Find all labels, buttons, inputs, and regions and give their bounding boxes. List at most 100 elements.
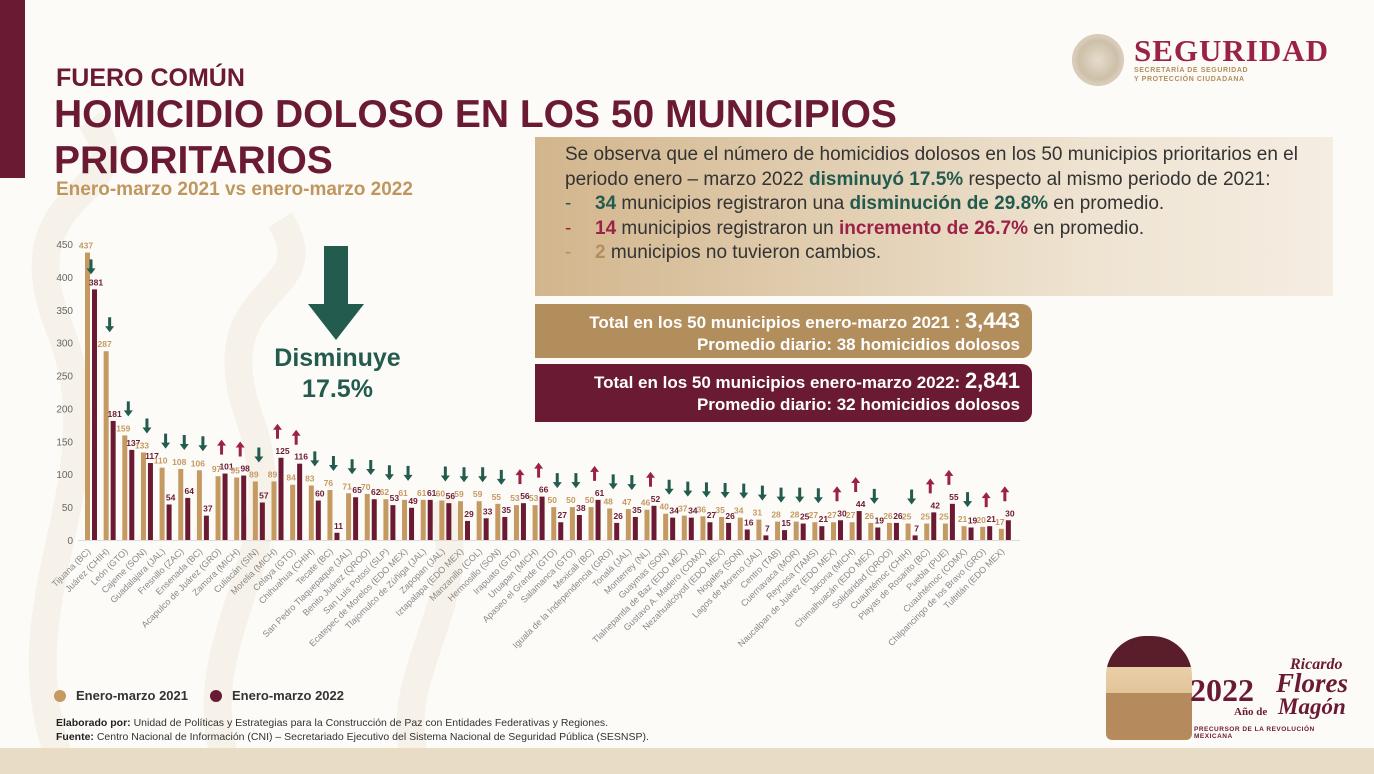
value-label-2022: 26 bbox=[893, 511, 903, 521]
down-arrow-icon bbox=[123, 401, 133, 417]
bar-2021 bbox=[868, 522, 874, 540]
down-arrow-icon bbox=[701, 482, 711, 498]
value-label-2021: 83 bbox=[305, 473, 315, 483]
bar-2021 bbox=[607, 508, 613, 540]
total-2021-box: Total en los 50 municipios enero-marzo 2… bbox=[535, 304, 1032, 358]
down-arrow-icon bbox=[664, 479, 674, 495]
bar-2021 bbox=[495, 503, 501, 540]
value-label-2022: 116 bbox=[294, 452, 308, 462]
value-label-2021: 28 bbox=[790, 510, 800, 520]
value-label-2022: 64 bbox=[185, 486, 195, 496]
down-arrow-icon bbox=[795, 487, 805, 503]
down-arrow-icon bbox=[776, 487, 786, 503]
bar-2021 bbox=[849, 522, 855, 540]
decrease-callout: Disminuye 17.5% bbox=[250, 343, 425, 405]
bar-2021 bbox=[178, 468, 184, 540]
value-label-2021: 27 bbox=[827, 510, 837, 520]
value-label-2022: 56 bbox=[446, 491, 456, 501]
value-label-2021: 62 bbox=[380, 487, 390, 497]
down-arrow-icon bbox=[142, 418, 152, 434]
down-arrow-icon bbox=[813, 488, 823, 504]
logo-title: SEGURIDAD bbox=[1134, 33, 1330, 68]
bar-2021 bbox=[980, 526, 986, 540]
down-arrow-icon bbox=[179, 434, 189, 450]
value-label-2021: 59 bbox=[473, 489, 483, 499]
value-label-2021: 34 bbox=[734, 506, 744, 516]
value-label-2022: 117 bbox=[145, 451, 159, 461]
bar-2022 bbox=[259, 502, 265, 540]
down-arrow-icon bbox=[328, 456, 338, 472]
down-arrow-icon bbox=[496, 469, 506, 485]
bar-2021 bbox=[532, 505, 538, 540]
chart-legend: Enero-marzo 2021 Enero-marzo 2022 bbox=[54, 688, 344, 703]
bar-2021 bbox=[383, 499, 389, 540]
logo-year: 2022 bbox=[1190, 672, 1254, 708]
bar-2021 bbox=[831, 522, 836, 540]
callout-line1: Disminuye bbox=[274, 344, 401, 372]
bar-2021 bbox=[252, 481, 258, 540]
summary-paragraph: Se observa que el número de homicidios d… bbox=[565, 144, 1298, 190]
value-label-2022: 26 bbox=[725, 511, 735, 521]
bar-2021 bbox=[271, 481, 277, 540]
down-arrow-icon bbox=[161, 433, 171, 449]
total-2022-value: 2,841 bbox=[964, 368, 1020, 393]
bar-2022 bbox=[576, 515, 582, 540]
value-label-2022: 61 bbox=[427, 488, 437, 498]
credits-source: Fuente: Centro Nacional de Información (… bbox=[56, 731, 649, 743]
y-tick-label: 150 bbox=[56, 437, 73, 448]
value-label-2021: 31 bbox=[753, 508, 763, 518]
value-label-2022: 27 bbox=[707, 510, 717, 520]
legend-2022: Enero-marzo 2022 bbox=[210, 688, 344, 703]
bar-2022 bbox=[278, 457, 284, 540]
down-arrow-icon bbox=[459, 467, 469, 483]
value-label-2022: 33 bbox=[483, 506, 493, 516]
value-label-2021: 159 bbox=[116, 423, 130, 433]
up-arrow-icon bbox=[590, 465, 600, 481]
down-arrow-icon bbox=[757, 485, 767, 501]
subtitle: Enero-marzo 2021 vs enero-marzo 2022 bbox=[56, 179, 413, 200]
up-arrow-icon bbox=[291, 429, 301, 445]
bar-2022 bbox=[203, 515, 209, 540]
up-arrow-icon bbox=[217, 439, 227, 455]
bar-2021 bbox=[140, 452, 146, 540]
bar-2021 bbox=[719, 516, 725, 540]
bar-2022 bbox=[185, 497, 191, 540]
down-arrow-icon bbox=[86, 259, 96, 275]
value-label-2021: 70 bbox=[361, 482, 371, 492]
down-arrow-icon bbox=[552, 473, 562, 489]
value-label-2021: 20 bbox=[976, 515, 986, 525]
value-label-2021: 25 bbox=[939, 512, 949, 522]
value-label-2021: 71 bbox=[342, 481, 352, 491]
bar-2022 bbox=[912, 535, 918, 540]
value-label-2022: 34 bbox=[669, 506, 679, 516]
value-label-2021: 84 bbox=[286, 473, 296, 483]
bar-2022 bbox=[987, 526, 993, 540]
bar-2022 bbox=[222, 473, 228, 540]
bar-2022 bbox=[968, 527, 974, 540]
bar-2022 bbox=[856, 511, 862, 540]
up-arrow-icon bbox=[851, 477, 861, 493]
value-label-2022: 21 bbox=[986, 514, 996, 524]
value-label-2022: 37 bbox=[203, 504, 213, 514]
summary-bullet-increase: -14 municipios registraron un incremento… bbox=[565, 217, 1145, 239]
y-tick-label: 50 bbox=[62, 503, 74, 514]
seguridad-logo: SEGURIDAD SECRETARÍA DE SEGURIDAD Y PROT… bbox=[1072, 34, 1329, 86]
up-arrow-icon bbox=[646, 471, 655, 487]
bar-2021 bbox=[420, 499, 426, 540]
decrease-arrow-icon bbox=[308, 246, 364, 340]
bar-2021 bbox=[812, 522, 818, 540]
bar-2022 bbox=[688, 517, 694, 540]
up-arrow-icon bbox=[235, 441, 245, 457]
value-label-2021: 37 bbox=[678, 504, 688, 514]
down-arrow-icon bbox=[310, 451, 320, 467]
bar-2022 bbox=[465, 520, 470, 540]
bar-2022 bbox=[539, 496, 545, 540]
value-label-2021: 48 bbox=[603, 496, 613, 506]
down-arrow-icon bbox=[683, 481, 693, 497]
bar-2021 bbox=[569, 507, 575, 540]
bar-2022 bbox=[390, 505, 396, 540]
value-label-2022: 35 bbox=[502, 505, 512, 515]
bar-2022 bbox=[129, 449, 135, 540]
bar-2021 bbox=[681, 515, 687, 540]
bar-2022 bbox=[427, 499, 433, 540]
